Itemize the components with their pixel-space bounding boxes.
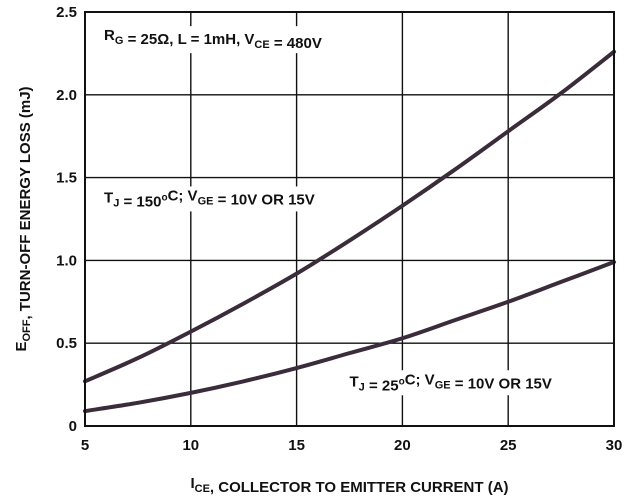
annotation-background xyxy=(346,370,555,396)
x-tick-label: 10 xyxy=(182,437,199,454)
annotations: RG = 25Ω, L = 1mH, VCE = 480V TJ = 150oC;… xyxy=(101,26,555,396)
x-tick-label: 20 xyxy=(394,437,411,454)
plot-area xyxy=(85,12,614,426)
series-line-tj-25 xyxy=(83,260,616,414)
y-axis-label: EOFF, TURN-OFF ENERGY LOSS (mJ) xyxy=(13,86,34,351)
x-tick-labels: 5 10 15 20 25 30 xyxy=(81,437,623,454)
annotation-tj-150: TJ = 150oC; VGE = 10V OR 15V xyxy=(104,187,315,210)
series-line-tj-150 xyxy=(83,49,616,384)
annotation-tj-25: TJ = 25oC; VGE = 10V OR 15V xyxy=(350,371,552,394)
annotation-conditions: RG = 25Ω, L = 1mH, VCE = 480V xyxy=(104,27,322,52)
y-tick-label: 2.5 xyxy=(56,4,77,21)
x-axis-label: ICE, COLLECTOR TO EMITTER CURRENT (A) xyxy=(190,475,508,496)
y-tick-labels: 0 0.5 1.0 1.5 2.0 2.5 xyxy=(56,4,77,435)
x-tick-label: 30 xyxy=(606,437,623,454)
x-tick-label: 15 xyxy=(288,437,305,454)
annotation-background xyxy=(101,186,318,212)
annotation-background xyxy=(101,26,325,54)
plot-frame xyxy=(84,11,615,427)
y-tick-label: 1.5 xyxy=(56,170,77,187)
x-tick-label: 25 xyxy=(500,437,517,454)
y-tick-label: 2.0 xyxy=(56,87,77,104)
y-tick-label: 0.5 xyxy=(56,335,77,352)
x-tick-label: 5 xyxy=(81,437,89,454)
y-tick-label: 0 xyxy=(69,418,77,435)
y-tick-label: 1.0 xyxy=(56,252,77,269)
series-lines xyxy=(83,49,616,414)
